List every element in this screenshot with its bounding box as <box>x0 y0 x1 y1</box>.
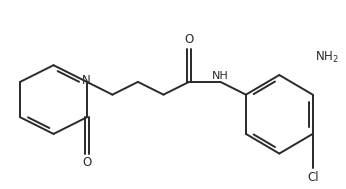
Text: NH$_2$: NH$_2$ <box>315 50 338 65</box>
Text: N: N <box>82 74 90 87</box>
Text: O: O <box>184 33 194 46</box>
Text: Cl: Cl <box>307 171 319 184</box>
Text: O: O <box>82 156 92 170</box>
Text: NH: NH <box>212 71 229 81</box>
